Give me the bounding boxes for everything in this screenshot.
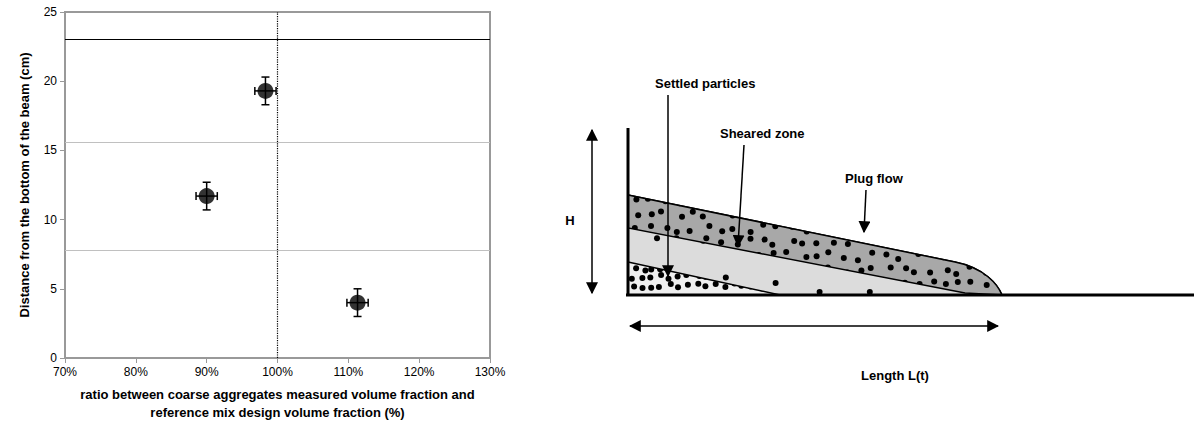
svg-text:100%: 100% xyxy=(262,365,293,379)
svg-text:90%: 90% xyxy=(195,365,219,379)
svg-text:25: 25 xyxy=(44,5,58,19)
svg-text:Settled particles: Settled particles xyxy=(655,76,755,91)
svg-text:Plug flow: Plug flow xyxy=(845,171,904,186)
svg-text:10: 10 xyxy=(44,213,58,227)
svg-text:ratio between coarse aggregate: ratio between coarse aggregates measured… xyxy=(80,387,475,402)
svg-text:120%: 120% xyxy=(404,365,435,379)
svg-text:Length L(t): Length L(t) xyxy=(861,368,929,383)
svg-text:80%: 80% xyxy=(124,365,148,379)
svg-text:15: 15 xyxy=(44,143,58,157)
svg-text:H: H xyxy=(565,213,574,228)
svg-text:130%: 130% xyxy=(475,365,506,379)
svg-text:reference mix design volume fr: reference mix design volume fraction (%) xyxy=(150,405,404,420)
svg-text:0: 0 xyxy=(50,351,57,365)
svg-text:20: 20 xyxy=(44,74,58,88)
svg-text:70%: 70% xyxy=(53,365,77,379)
svg-text:110%: 110% xyxy=(333,365,363,379)
svg-text:5: 5 xyxy=(50,282,57,296)
svg-text:Distance from the bottom of th: Distance from the bottom of the beam (cm… xyxy=(17,52,32,317)
svg-text:Sheared zone: Sheared zone xyxy=(720,126,805,141)
